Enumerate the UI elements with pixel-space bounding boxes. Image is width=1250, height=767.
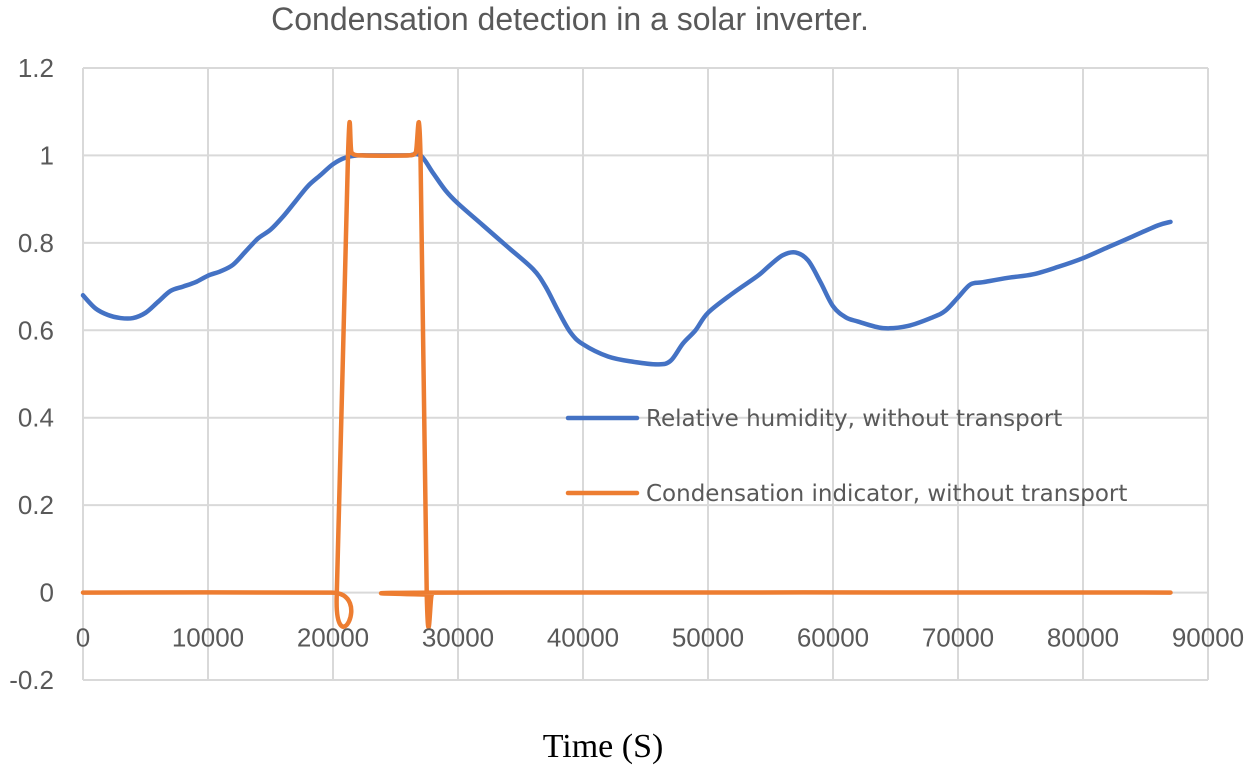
- legend-label: Condensation indicator, without transpor…: [646, 481, 1127, 507]
- y-tick-label: 1: [40, 140, 54, 170]
- x-tick-label: 0: [76, 623, 90, 653]
- gridlines: [82, 67, 1209, 681]
- y-tick-label: -0.2: [9, 665, 54, 695]
- x-tick-label: 90000: [1172, 623, 1244, 653]
- x-tick-label: 20000: [297, 623, 369, 653]
- y-tick-label: 0.4: [18, 403, 54, 433]
- x-tick-label: 40000: [547, 623, 619, 653]
- x-tick-label: 30000: [422, 623, 494, 653]
- x-tick-label: 50000: [672, 623, 744, 653]
- y-tick-label: 0.2: [18, 490, 54, 520]
- chart-title: Condensation detection in a solar invert…: [271, 1, 869, 37]
- x-axis-label: Time (S): [543, 728, 664, 765]
- x-tick-label: 80000: [1047, 623, 1119, 653]
- y-tick-label: 0: [40, 578, 54, 608]
- x-tick-label: 70000: [922, 623, 994, 653]
- condensation-indicator-line: [80, 120, 1173, 630]
- relative-humidity-line: [80, 151, 1173, 367]
- axis-tick-labels: -0.2 0 0.2 0.4 0.6 0.8 1 1.2 0 10000 20000 30000 400…: [9, 53, 1244, 695]
- y-tick-label: 1.2: [18, 53, 54, 83]
- x-tick-label: 10000: [172, 623, 244, 653]
- legend: Relative humidity, without transport Cond…: [565, 406, 1127, 507]
- y-tick-label: 0.8: [18, 228, 54, 258]
- legend-label: Relative humidity, without transport: [646, 406, 1062, 432]
- y-tick-label: 0.6: [18, 315, 54, 345]
- x-tick-label: 60000: [797, 623, 869, 653]
- series-lines: [80, 120, 1173, 630]
